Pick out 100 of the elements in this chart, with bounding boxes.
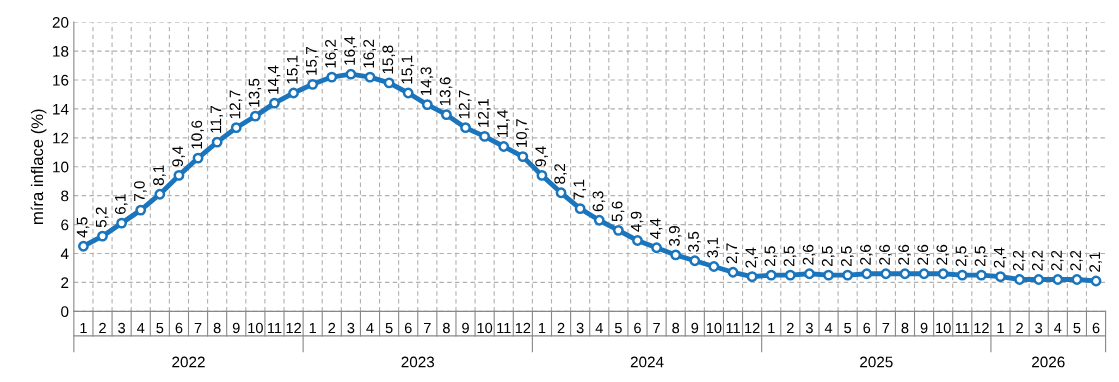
data-label: 6,1 [114, 194, 128, 215]
data-label: 2,1 [1089, 252, 1102, 272]
data-label: 2,5 [783, 246, 797, 267]
x-tick-label: 12 [974, 322, 989, 334]
text: 2024 [630, 356, 664, 368]
x-tick-label: 5 [156, 322, 164, 334]
x-tick-label: 2 [1016, 322, 1023, 334]
x-tick-label: 6 [404, 322, 412, 334]
x-tick-label: 2 [787, 322, 794, 334]
data-label: 4,5 [76, 217, 90, 238]
point [116, 217, 128, 229]
point [689, 255, 701, 267]
x-tick-label: 3 [576, 322, 584, 334]
x-tick-label: 7 [882, 322, 890, 334]
x-tick-label: 9 [232, 322, 240, 334]
x-tick-label: 8 [901, 322, 909, 334]
point [842, 269, 854, 281]
x-tick-label: 1 [80, 322, 87, 334]
point [441, 109, 452, 121]
data-label: 2,6 [879, 244, 892, 265]
x-tick-label: 6 [175, 322, 183, 334]
data-label: 2,5 [764, 246, 778, 267]
data-label: 8,2 [554, 163, 567, 184]
data-label: 11,7 [210, 105, 224, 133]
x-tick-label: 11 [955, 322, 970, 334]
x-tick-label: 10 [248, 322, 263, 334]
data-label: 3,9 [668, 226, 682, 247]
point [135, 204, 147, 216]
data-label: 13,5 [248, 78, 262, 107]
point [995, 271, 1006, 283]
point [1052, 274, 1064, 285]
point [364, 71, 376, 83]
x-tick-label: 9 [462, 322, 469, 334]
data-label: 7,0 [134, 181, 147, 201]
data-label: 2,4 [745, 247, 759, 268]
data-label: 9,4 [535, 146, 548, 167]
point [861, 268, 873, 280]
x-tick-label: 10 [936, 322, 951, 334]
y-tick-label: 0 [61, 306, 69, 318]
point [612, 224, 624, 236]
data-label: 5,2 [95, 207, 109, 228]
point [975, 269, 987, 281]
point [249, 110, 261, 122]
x-tick-label: 10 [706, 322, 722, 334]
data-label: 2,5 [955, 246, 969, 267]
data-label: 2,2 [1070, 250, 1083, 271]
point [269, 97, 280, 109]
point [880, 268, 892, 280]
data-label: 2,6 [936, 244, 950, 265]
point [1014, 274, 1026, 285]
x-tick-label: 2 [99, 322, 106, 334]
point [765, 269, 777, 281]
point [555, 187, 567, 199]
data-label: 2,5 [840, 246, 854, 267]
point [1090, 275, 1102, 287]
point [823, 269, 834, 281]
data-label: 14,3 [420, 67, 434, 96]
y-tick-label: 12 [53, 132, 69, 144]
point [899, 268, 911, 280]
x-tick-label: 7 [653, 322, 660, 334]
point [632, 235, 643, 246]
point [211, 136, 223, 148]
y-tick-label: 18 [53, 45, 69, 57]
text: 2022 [172, 356, 205, 368]
x-tick-label: 8 [672, 322, 680, 334]
data-label: 12,1 [477, 99, 491, 127]
point [727, 266, 739, 278]
point [383, 77, 395, 89]
x-tick-label: 1 [997, 322, 1004, 334]
x-tick-label: 1 [768, 322, 775, 334]
data-label: 16,2 [363, 39, 376, 68]
point [918, 268, 930, 280]
point [784, 269, 796, 281]
data-label: 6,3 [592, 191, 606, 212]
x-tick-label: 3 [347, 322, 355, 334]
x-tick-label: 11 [726, 322, 740, 334]
point [402, 87, 414, 99]
point [708, 261, 720, 272]
x-tick-label: 3 [1035, 322, 1043, 334]
data-label: 8,1 [153, 165, 166, 186]
text: 2025 [860, 356, 893, 368]
point [956, 269, 968, 281]
data-label: 2,4 [993, 247, 1007, 268]
x-tick-label: 2 [557, 322, 565, 334]
x-tick-label: 6 [1092, 322, 1100, 334]
data-label: 14,4 [267, 65, 281, 94]
data-label: 12,7 [229, 90, 243, 119]
x-tick-label: 5 [385, 322, 393, 334]
data-label: 16,2 [325, 39, 338, 68]
x-tick-label: 4 [366, 322, 374, 334]
point [173, 170, 185, 181]
x-tick-label: 4 [1054, 322, 1062, 334]
x-tick-label: 9 [920, 322, 928, 334]
x-tick-label: 7 [424, 322, 431, 334]
data-label: 2,5 [821, 246, 835, 267]
data-label: 2,6 [802, 244, 816, 265]
x-tick-label: 1 [539, 322, 546, 334]
data-label: 15,7 [306, 47, 319, 75]
point [574, 203, 586, 215]
y-tick-label: 20 [52, 17, 69, 28]
